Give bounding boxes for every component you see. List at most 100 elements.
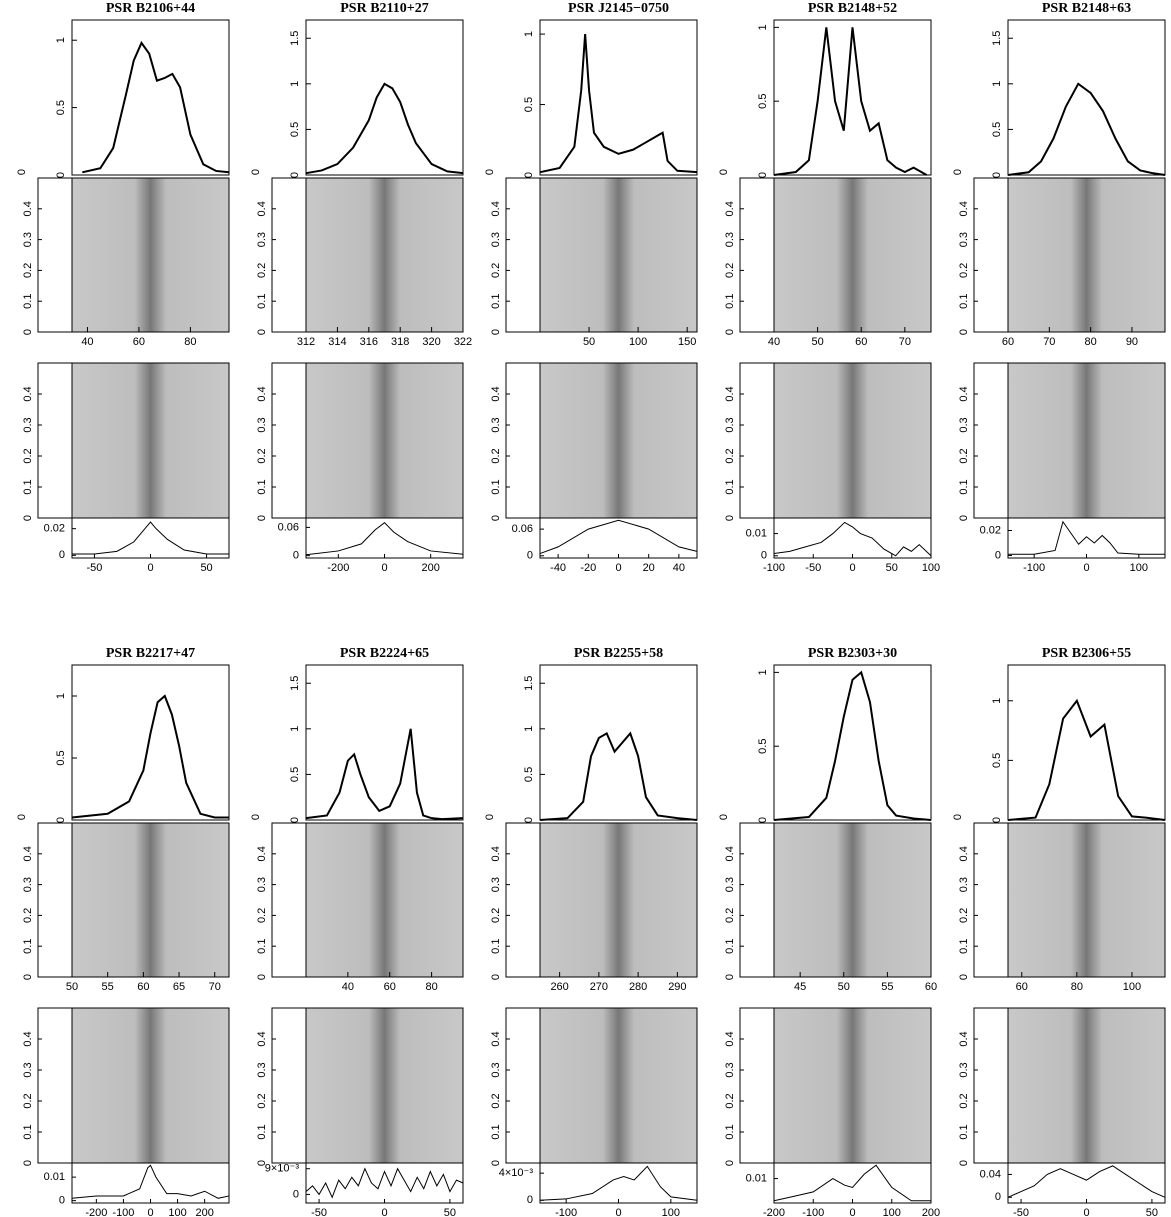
side-tick-label: 0 bbox=[724, 515, 736, 521]
pattern-x-tick-label: 0 bbox=[615, 1207, 621, 1217]
profile-line bbox=[539, 731, 698, 821]
side-tick-label: 0.1 bbox=[490, 294, 502, 309]
x-tick-label: 80 bbox=[1071, 981, 1083, 993]
pattern-line bbox=[539, 519, 698, 555]
side-x-label: 0 bbox=[250, 814, 262, 820]
pattern-y-tick-label: 0 bbox=[527, 1194, 533, 1206]
side-tick-label: 0.1 bbox=[724, 1124, 736, 1139]
x-tick-label: 60 bbox=[133, 336, 145, 348]
pattern-y-tick-label: 4×10⁻³ bbox=[499, 1167, 534, 1179]
panel-title: PSR B2224+65 bbox=[340, 646, 429, 661]
x-tick-label: 316 bbox=[360, 336, 378, 348]
side-tick-label: 0.2 bbox=[22, 263, 34, 278]
x-tick-label: 320 bbox=[422, 336, 440, 348]
pattern-y-tick-label: 0 bbox=[59, 549, 65, 561]
pattern-x-tick-label: 50 bbox=[200, 562, 212, 574]
2dfs-image bbox=[1007, 362, 1166, 519]
x-tick-label: 50 bbox=[583, 336, 595, 348]
y-tick-label: 1 bbox=[757, 669, 769, 675]
side-tick-label: 0.3 bbox=[490, 1062, 502, 1077]
pattern-y-tick-label: 0 bbox=[293, 550, 299, 562]
pattern-frame bbox=[305, 1162, 464, 1204]
side-tick-label: 0.2 bbox=[724, 908, 736, 923]
side-tick-label: 0.3 bbox=[958, 232, 970, 247]
side-tick-label: 0.1 bbox=[22, 479, 34, 494]
side-tick-label: 0.3 bbox=[724, 877, 736, 892]
side-tick-label: 0.3 bbox=[22, 417, 34, 432]
side-frame bbox=[505, 1007, 541, 1164]
side-frame bbox=[271, 1007, 307, 1164]
2dfs-image bbox=[1007, 1007, 1166, 1164]
x-tick-label: 70 bbox=[209, 981, 221, 993]
side-tick-label: 0.2 bbox=[490, 448, 502, 463]
side-frame bbox=[973, 362, 1009, 519]
panel-title: PSR J2145−0750 bbox=[568, 1, 669, 16]
y-tick-label: 0 bbox=[757, 817, 769, 823]
side-tick-label: 0.2 bbox=[958, 263, 970, 278]
side-tick-label: 0.4 bbox=[22, 846, 34, 861]
side-frame bbox=[739, 177, 775, 333]
pattern-line bbox=[305, 522, 464, 556]
side-tick-label: 0.2 bbox=[490, 263, 502, 278]
y-tick-label: 1.5 bbox=[289, 676, 301, 691]
side-tick-label: 0 bbox=[724, 329, 736, 335]
pattern-frame bbox=[71, 517, 230, 559]
side-tick-label: 0.1 bbox=[256, 1124, 268, 1139]
side-x-label: 0 bbox=[484, 814, 496, 820]
pattern-x-tick-label: 0 bbox=[147, 562, 153, 574]
x-tick-label: 60 bbox=[137, 981, 149, 993]
y-tick-label: 0 bbox=[55, 172, 67, 178]
side-tick-label: 0.1 bbox=[490, 939, 502, 954]
side-tick-label: 0 bbox=[256, 974, 268, 980]
panel-title: PSR B2106+44 bbox=[106, 1, 195, 16]
pattern-x-tick-label: 100 bbox=[883, 1207, 901, 1217]
side-tick-label: 0.1 bbox=[256, 479, 268, 494]
side-tick-label: 0.3 bbox=[22, 232, 34, 247]
pattern-y-tick-label: 0 bbox=[527, 550, 533, 562]
x-tick-label: 322 bbox=[454, 336, 472, 348]
side-tick-label: 0.2 bbox=[256, 908, 268, 923]
side-tick-label: 0.4 bbox=[256, 201, 268, 216]
side-tick-label: 0.1 bbox=[724, 479, 736, 494]
profile-line bbox=[305, 728, 464, 821]
y-tick-label: 0.5 bbox=[991, 753, 1003, 768]
y-tick-label: 0 bbox=[991, 172, 1003, 178]
side-tick-label: 0 bbox=[256, 329, 268, 335]
x-tick-label: 70 bbox=[899, 336, 911, 348]
x-tick-label: 70 bbox=[1043, 336, 1055, 348]
side-tick-label: 0.4 bbox=[724, 1031, 736, 1046]
side-tick-label: 0 bbox=[958, 329, 970, 335]
y-tick-label: 0.5 bbox=[523, 97, 535, 112]
pattern-x-tick-label: 40 bbox=[673, 562, 685, 574]
lrfs-image bbox=[305, 822, 464, 978]
y-tick-label: 1 bbox=[289, 81, 301, 87]
side-tick-label: 0.4 bbox=[724, 386, 736, 401]
x-tick-label: 40 bbox=[342, 981, 354, 993]
side-x-label: 0 bbox=[718, 169, 730, 175]
side-tick-label: 0.3 bbox=[724, 417, 736, 432]
side-tick-label: 0.3 bbox=[256, 417, 268, 432]
x-tick-label: 80 bbox=[184, 336, 196, 348]
pattern-x-tick-label: -200 bbox=[327, 562, 349, 574]
pattern-y-tick-label: 0.01 bbox=[44, 1171, 65, 1183]
side-tick-label: 0.4 bbox=[490, 846, 502, 861]
pattern-y-tick-label: 0.06 bbox=[278, 521, 299, 533]
side-x-label: 0 bbox=[484, 169, 496, 175]
side-tick-label: 0.1 bbox=[256, 939, 268, 954]
y-tick-label: 0.5 bbox=[55, 100, 67, 115]
side-tick-label: 0.3 bbox=[490, 877, 502, 892]
x-tick-label: 55 bbox=[102, 981, 114, 993]
y-tick-label: 0.5 bbox=[991, 122, 1003, 137]
side-tick-label: 0 bbox=[22, 1160, 34, 1166]
pattern-x-tick-label: 0 bbox=[381, 562, 387, 574]
panel-title: PSR B2110+27 bbox=[340, 1, 429, 16]
x-tick-label: 290 bbox=[668, 981, 686, 993]
pattern-x-tick-label: -200 bbox=[763, 1207, 785, 1217]
pattern-x-tick-label: 200 bbox=[922, 1207, 940, 1217]
side-tick-label: 0.2 bbox=[22, 1093, 34, 1108]
y-tick-label: 1 bbox=[991, 81, 1003, 87]
side-x-label: 0 bbox=[16, 814, 28, 820]
pattern-x-tick-label: 20 bbox=[643, 562, 655, 574]
side-frame bbox=[271, 177, 307, 333]
pattern-line bbox=[773, 521, 932, 557]
